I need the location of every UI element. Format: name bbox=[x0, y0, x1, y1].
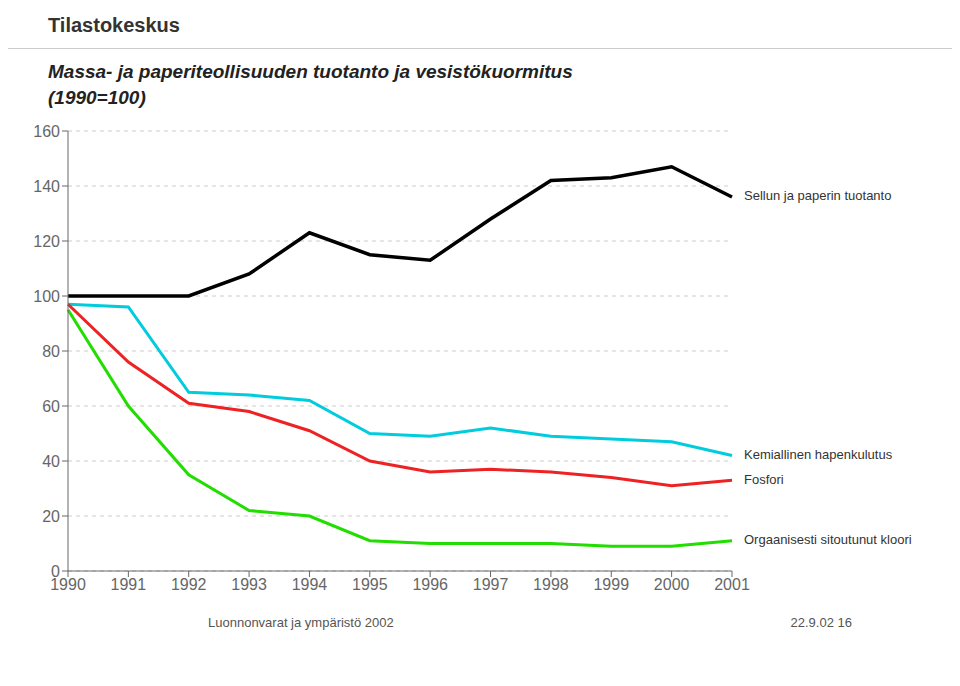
html-text:22.9.02 16: 22.9.02 16 bbox=[790, 615, 852, 630]
svg-text:1999: 1999 bbox=[593, 576, 629, 593]
svg-text:1997: 1997 bbox=[473, 576, 509, 593]
html-text:Luonnonvarat ja ympäristö 2002: Luonnonvarat ja ympäristö 2002 bbox=[208, 615, 394, 630]
svg-text:60: 60 bbox=[42, 398, 60, 415]
svg-text:80: 80 bbox=[42, 343, 60, 360]
svg-text:1998: 1998 bbox=[533, 576, 569, 593]
svg-text:1990: 1990 bbox=[50, 576, 86, 594]
svg-text:2001: 2001 bbox=[714, 576, 750, 593]
svg-text:1993: 1993 bbox=[231, 576, 267, 593]
svg-text:100: 100 bbox=[33, 288, 60, 305]
svg-text:Sellun ja paperin tuotanto: Sellun ja paperin tuotanto bbox=[744, 188, 891, 203]
svg-text:1994: 1994 bbox=[292, 576, 328, 593]
svg-text:120: 120 bbox=[33, 233, 60, 250]
svg-text:1991: 1991 bbox=[111, 576, 147, 593]
svg-text:20: 20 bbox=[42, 508, 60, 525]
svg-text:140: 140 bbox=[33, 178, 60, 195]
svg-text:Fosfori: Fosfori bbox=[744, 472, 784, 487]
svg-text:1992: 1992 bbox=[171, 576, 207, 593]
html-text:Massa- ja paperiteollisuuden t: Massa- ja paperiteollisuuden tuotanto ja… bbox=[48, 61, 573, 82]
svg-text:Kemiallinen hapenkulutus: Kemiallinen hapenkulutus bbox=[744, 447, 893, 462]
svg-text:0: 0 bbox=[51, 563, 60, 580]
svg-text:1996: 1996 bbox=[412, 576, 448, 593]
svg-text:Orgaanisesti sitoutunut kloori: Orgaanisesti sitoutunut kloori bbox=[744, 532, 912, 547]
svg-text:160: 160 bbox=[33, 123, 60, 140]
svg-text:2000: 2000 bbox=[654, 576, 690, 593]
html-text:(1990=100): (1990=100) bbox=[48, 87, 146, 108]
svg-text:40: 40 bbox=[42, 453, 60, 470]
svg-text:1995: 1995 bbox=[352, 576, 388, 593]
html-text:Tilastokeskus: Tilastokeskus bbox=[48, 14, 180, 36]
